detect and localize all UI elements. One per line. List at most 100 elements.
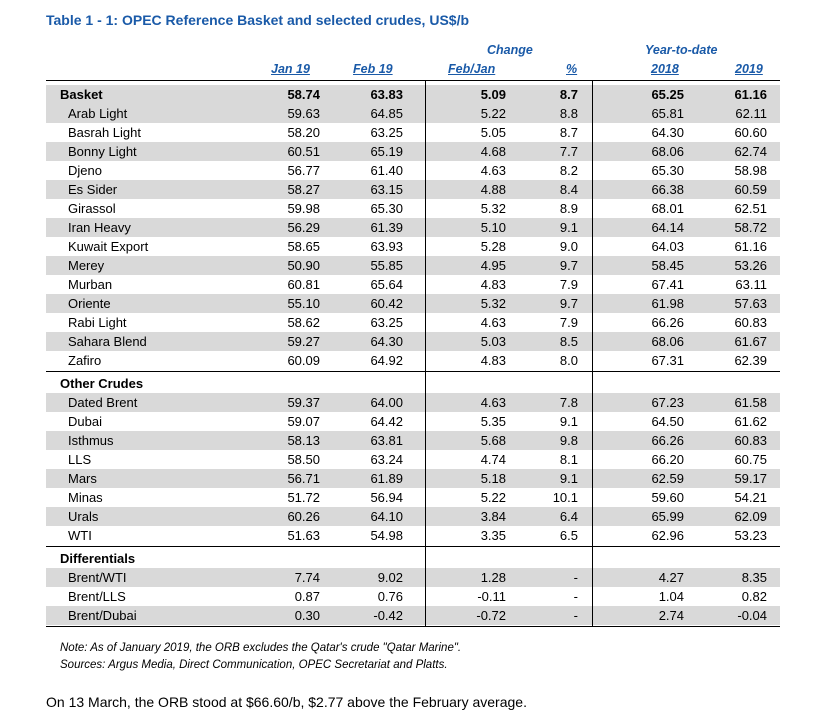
cell-value: 3.35	[480, 528, 506, 543]
cell-value: 0.87	[294, 589, 320, 604]
row-label: Brent/WTI	[68, 570, 127, 585]
cell-value: 58.72	[734, 220, 767, 235]
cell-value: 56.77	[287, 163, 320, 178]
footer-text: On 13 March, the ORB stood at $66.60/b, …	[46, 694, 527, 710]
section-label: Other Crudes	[60, 376, 144, 391]
table-note: Note: As of January 2019, the ORB exclud…	[60, 642, 462, 654]
cell-value: 5.18	[480, 471, 506, 486]
row-label: Minas	[68, 490, 103, 505]
cell-value: 65.99	[651, 509, 684, 524]
cell-value: 8.5	[559, 334, 578, 349]
cell-value: 8.9	[559, 201, 578, 216]
cell-value: 68.06	[651, 144, 684, 159]
cell-value: 61.98	[651, 296, 684, 311]
column-separator	[425, 80, 426, 626]
cell-value: 64.50	[651, 414, 684, 429]
cell-value: 8.2	[559, 163, 578, 178]
cell-value: 60.83	[734, 315, 767, 330]
cell-value: 56.71	[287, 471, 320, 486]
cell-value: 65.25	[651, 87, 684, 102]
table-row: Girassol 59.98 65.30 5.32 8.9 68.01 62.51	[46, 199, 780, 218]
table-row: Brent/Dubai 0.30 -0.42 -0.72 - 2.74 -0.04	[46, 606, 780, 625]
cell-value: 5.32	[480, 201, 506, 216]
cell-value: 53.26	[734, 258, 767, 273]
cell-value: 4.68	[480, 144, 506, 159]
cell-value: 5.22	[480, 106, 506, 121]
cell-value: 9.1	[559, 471, 578, 486]
row-label: Basrah Light	[68, 125, 141, 140]
row-label: Mars	[68, 471, 97, 486]
cell-value: 63.11	[735, 277, 767, 292]
cell-value: 55.85	[370, 258, 403, 273]
cell-value: 0.82	[741, 589, 767, 604]
cell-value: 7.74	[294, 570, 320, 585]
cell-value: -0.04	[737, 608, 767, 623]
table-row: Oriente 55.10 60.42 5.32 9.7 61.98 57.63	[46, 294, 780, 313]
row-label: Isthmus	[68, 433, 114, 448]
section-label: Basket	[60, 87, 103, 102]
row-label: Brent/Dubai	[68, 608, 137, 623]
cell-value: 8.1	[559, 452, 578, 467]
cell-value: -	[573, 570, 578, 585]
cell-value: 9.8	[559, 433, 578, 448]
row-label: Oriente	[68, 296, 111, 311]
cell-value: 7.7	[559, 144, 578, 159]
cell-value: 64.85	[370, 106, 403, 121]
cell-value: 4.27	[658, 570, 684, 585]
table-row: Djeno 56.77 61.40 4.63 8.2 65.30 58.98	[46, 161, 780, 180]
row-label: Dated Brent	[68, 395, 138, 410]
cell-value: 61.40	[370, 163, 403, 178]
cell-value: -	[573, 589, 578, 604]
cell-value: 3.84	[480, 509, 506, 524]
cell-value: 59.37	[287, 395, 320, 410]
cell-value: 65.30	[370, 201, 403, 216]
cell-value: 1.28	[480, 570, 506, 585]
table-row: Arab Light 59.63 64.85 5.22 8.8 65.81 62.11	[46, 104, 780, 123]
cell-value: 4.63	[480, 315, 506, 330]
cell-value: 54.21	[734, 490, 767, 505]
cell-value: 4.88	[480, 182, 506, 197]
header-feb-jan: Feb/Jan	[448, 62, 496, 76]
section-divider	[46, 546, 780, 547]
cell-value: 8.8	[559, 106, 578, 121]
cell-value: 7.8	[559, 395, 578, 410]
cell-value: 64.30	[370, 334, 403, 349]
table-row: Es Sider 58.27 63.15 4.88 8.4 66.38 60.59	[46, 180, 780, 199]
cell-value: 4.63	[480, 163, 506, 178]
cell-value: 5.03	[480, 334, 506, 349]
row-label: Urals	[68, 509, 99, 524]
cell-value: 64.00	[370, 395, 403, 410]
cell-value: -	[573, 608, 578, 623]
cell-value: 7.9	[559, 315, 578, 330]
cell-value: 60.75	[734, 452, 767, 467]
cell-value: 4.83	[480, 353, 506, 368]
cell-value: 4.95	[480, 258, 506, 273]
cell-value: 0.30	[294, 608, 320, 623]
table-row: Minas 51.72 56.94 5.22 10.1 59.60 54.21	[46, 488, 780, 507]
cell-value: 65.19	[370, 144, 403, 159]
cell-value: 8.7	[559, 87, 578, 102]
cell-value: 64.42	[370, 414, 403, 429]
cell-value: 5.35	[480, 414, 506, 429]
cell-value: 63.24	[370, 452, 403, 467]
cell-value: 53.23	[734, 528, 767, 543]
row-label: Es Sider	[68, 182, 118, 197]
cell-value: 63.83	[370, 87, 403, 102]
cell-value: 58.50	[287, 452, 320, 467]
cell-value: 5.68	[480, 433, 506, 448]
cell-value: 63.25	[370, 315, 403, 330]
table-row: Isthmus 58.13 63.81 5.68 9.8 66.26 60.83	[46, 431, 780, 450]
table-row: Murban 60.81 65.64 4.83 7.9 67.41 63.11	[46, 275, 780, 294]
row-label: Brent/LLS	[68, 589, 126, 604]
table-row: WTI 51.63 54.98 3.35 6.5 62.96 53.23	[46, 526, 780, 545]
cell-value: 57.63	[734, 296, 767, 311]
table-row: Dated Brent 59.37 64.00 4.63 7.8 67.23 61.58	[46, 393, 780, 412]
column-separator	[592, 80, 593, 626]
cell-value: 64.30	[651, 125, 684, 140]
cell-value: 59.63	[287, 106, 320, 121]
table-row: Basrah Light 58.20 63.25 5.05 8.7 64.30 60.60	[46, 123, 780, 142]
cell-value: 63.81	[370, 433, 403, 448]
header-feb19: Feb 19	[353, 62, 393, 76]
cell-value: 61.89	[370, 471, 403, 486]
row-label: Bonny Light	[68, 144, 137, 159]
